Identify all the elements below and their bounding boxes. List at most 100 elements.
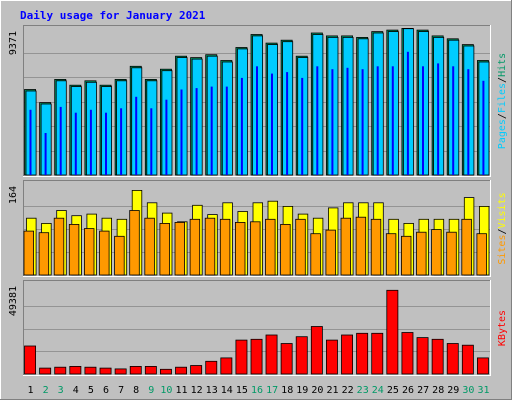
bar-sites-day-26	[400, 235, 412, 276]
bar-kbytes-day-29	[446, 343, 459, 375]
bar-sites-day-20	[310, 233, 321, 276]
bar-sites-day-11	[174, 221, 186, 276]
x-tick-label-day-26: 26	[402, 385, 414, 396]
bar-pages-day-29	[452, 66, 455, 175]
bar-pages-day-8	[135, 96, 138, 175]
panels-layer: 9371Pages/Files/Hits164Sites/Visits49381…	[8, 25, 508, 376]
x-tick-label-day-22: 22	[342, 385, 354, 396]
bar-pages-day-4	[74, 112, 77, 175]
bar-sites-day-29	[446, 231, 457, 276]
x-tick-label-day-18: 18	[281, 385, 293, 396]
series-label-part: Files	[497, 83, 508, 113]
bar-sites-day-4	[68, 223, 80, 276]
bar-pages-day-27	[422, 66, 424, 175]
x-axis-labels: 1 2 3 4 5 6 7 8 9 10 11 12 13 14 15 16 17 18 19 20 21 22 23 24 2…	[27, 385, 489, 396]
bar-kbytes-day-3	[54, 366, 67, 375]
x-tick-label-day-11: 11	[175, 385, 187, 396]
bar-sites-day-14	[219, 218, 231, 276]
bar-kbytes-day-11	[175, 366, 188, 375]
bar-sites-day-10	[159, 222, 170, 276]
bar-sites-day-28	[431, 229, 442, 276]
x-tick-label-day-31: 31	[477, 385, 489, 396]
bar-pages-day-25	[391, 66, 394, 175]
bar-pages-day-5	[89, 109, 92, 175]
bar-pages-day-3	[59, 106, 62, 175]
bar-kbytes-day-10	[159, 368, 172, 375]
panel-2: 164 Sites/Visits	[8, 180, 508, 277]
bar-sites-day-18	[280, 223, 291, 276]
bar-sites-day-31	[476, 233, 487, 276]
x-tick-label-day-14: 14	[221, 385, 233, 396]
bar-sites-day-22	[340, 217, 352, 276]
bar-pages-day-16	[256, 66, 258, 175]
bar-kbytes-day-18	[280, 343, 293, 375]
bar-sites-day-21	[325, 229, 336, 276]
bar-kbytes-day-4	[69, 365, 82, 375]
series-label-part: Visits	[497, 192, 508, 228]
bar-pages-day-11	[180, 89, 183, 175]
bar-kbytes-day-6	[99, 367, 112, 375]
bar-pages-day-20	[316, 66, 319, 175]
bar-pages-day-31	[482, 80, 485, 175]
x-tick-label-day-15: 15	[236, 385, 248, 396]
bar-kbytes-day-7	[114, 368, 127, 375]
bar-kbytes-day-25	[386, 289, 399, 375]
bar-sites-day-13	[204, 217, 216, 276]
x-tick-label-day-20: 20	[311, 385, 323, 396]
panel-max-label: 164	[8, 186, 19, 204]
x-tick-label-day-13: 13	[206, 385, 218, 396]
bar-kbytes-day-22	[341, 334, 354, 375]
chart-title: Daily usage for January 2021	[20, 9, 206, 22]
bar-pages-day-26	[406, 51, 409, 175]
x-tick-label-day-16: 16	[251, 385, 263, 396]
series-label-part: /	[497, 228, 508, 234]
bar-sites-day-1	[23, 230, 35, 276]
bar-kbytes-day-13	[205, 360, 218, 375]
bar-kbytes-day-5	[84, 366, 97, 375]
x-tick-label-day-25: 25	[387, 385, 399, 396]
bar-sites-day-9	[144, 217, 155, 276]
series-label-part: KBytes	[497, 310, 508, 346]
bar-pages-day-10	[165, 99, 168, 175]
x-tick-label-day-3: 3	[58, 385, 64, 396]
bar-kbytes-day-27	[416, 337, 429, 375]
bar-pages-day-18	[286, 72, 289, 175]
series-label-part: /	[497, 77, 508, 83]
x-tick-label-day-8: 8	[133, 385, 139, 396]
bar-pages-day-7	[120, 108, 123, 175]
bar-kbytes-day-16	[250, 338, 263, 375]
x-tick-label-day-5: 5	[88, 385, 94, 396]
x-tick-label-day-1: 1	[27, 385, 33, 396]
x-tick-label-day-12: 12	[191, 385, 203, 396]
bar-kbytes-day-14	[220, 357, 233, 375]
bar-kbytes-day-15	[235, 339, 248, 375]
x-tick-label-day-6: 6	[103, 385, 109, 396]
series-label-part: /	[497, 113, 508, 119]
bar-pages-day-1	[29, 109, 32, 175]
x-tick-label-day-10: 10	[160, 385, 172, 396]
bar-pages-day-23	[361, 69, 364, 175]
bar-kbytes-day-9	[144, 365, 157, 375]
bar-sites-day-7	[114, 235, 125, 276]
bar-kbytes-day-19	[295, 336, 308, 375]
bar-kbytes-day-21	[325, 339, 338, 375]
x-tick-label-day-21: 21	[326, 385, 338, 396]
series-label-part: Hits	[497, 53, 508, 77]
x-tick-label-day-29: 29	[447, 385, 459, 396]
bar-kbytes-day-1	[24, 345, 37, 375]
bar-kbytes-day-28	[431, 338, 444, 375]
bar-sites-day-3	[53, 217, 65, 276]
x-tick-label-day-23: 23	[357, 385, 369, 396]
bar-sites-day-24	[370, 218, 382, 276]
x-tick-label-day-28: 28	[432, 385, 444, 396]
bar-pages-day-13	[210, 86, 213, 175]
bar-kbytes-day-26	[401, 332, 414, 375]
bar-kbytes-day-2	[39, 367, 52, 375]
bar-sites-day-8	[129, 210, 140, 276]
bar-pages-day-17	[271, 73, 273, 175]
bar-pages-day-12	[195, 88, 198, 175]
panel-3: 49381 KBytes	[8, 280, 508, 376]
bar-sites-day-5	[84, 228, 95, 276]
